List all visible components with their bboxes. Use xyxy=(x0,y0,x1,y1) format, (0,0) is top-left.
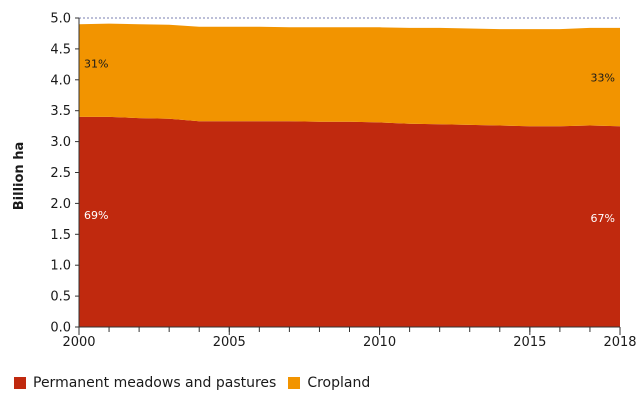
x-tick-label: 2015 xyxy=(513,335,546,350)
share-label-cropland-end: 33% xyxy=(591,72,615,85)
y-tick-label: 3.5 xyxy=(50,104,71,119)
y-tick-label: 1.5 xyxy=(50,228,71,243)
legend-item-cropland: Cropland xyxy=(288,375,370,391)
x-tick-label: 2018 xyxy=(603,335,636,350)
y-tick-label: 2.5 xyxy=(50,166,71,181)
x-tick-label: 2010 xyxy=(363,335,396,350)
stacked-areas xyxy=(79,23,620,328)
legend: Permanent meadows and pastures Cropland xyxy=(14,375,382,391)
area-pastures xyxy=(79,116,620,328)
x-axis: 2000 2005 2010 2015 2018 xyxy=(62,326,637,350)
legend-swatch-cropland xyxy=(288,377,301,389)
x-tick-label: 2005 xyxy=(213,335,246,350)
x-tick-label: 2000 xyxy=(62,335,95,350)
legend-label-pastures: Permanent meadows and pastures xyxy=(33,375,277,391)
y-axis-title: Billion ha xyxy=(12,142,27,210)
y-tick-label: 4.5 xyxy=(50,42,71,57)
share-label-pastures-start: 69% xyxy=(84,209,108,222)
y-tick-label: 2.0 xyxy=(50,197,71,212)
y-tick-label: 0.0 xyxy=(50,321,71,336)
share-label-cropland-start: 31% xyxy=(84,57,108,70)
y-tick-label: 3.0 xyxy=(50,135,71,150)
legend-swatch-pastures xyxy=(14,377,26,389)
legend-label-cropland: Cropland xyxy=(307,375,371,391)
legend-item-pastures: Permanent meadows and pastures xyxy=(14,375,276,391)
y-tick-label: 5.0 xyxy=(50,12,71,27)
share-labels: 69% 67% 31% 33% xyxy=(84,57,615,225)
share-label-pastures-end: 67% xyxy=(591,212,615,225)
y-tick-label: 1.0 xyxy=(50,259,71,274)
y-tick-label: 0.5 xyxy=(50,290,71,305)
area-cropland xyxy=(79,23,620,127)
y-tick-label: 4.0 xyxy=(50,73,71,88)
y-axis: 0.0 0.5 1.0 1.5 2.0 2.5 3.0 3.5 4.0 4.5 5.0 xyxy=(50,12,80,336)
